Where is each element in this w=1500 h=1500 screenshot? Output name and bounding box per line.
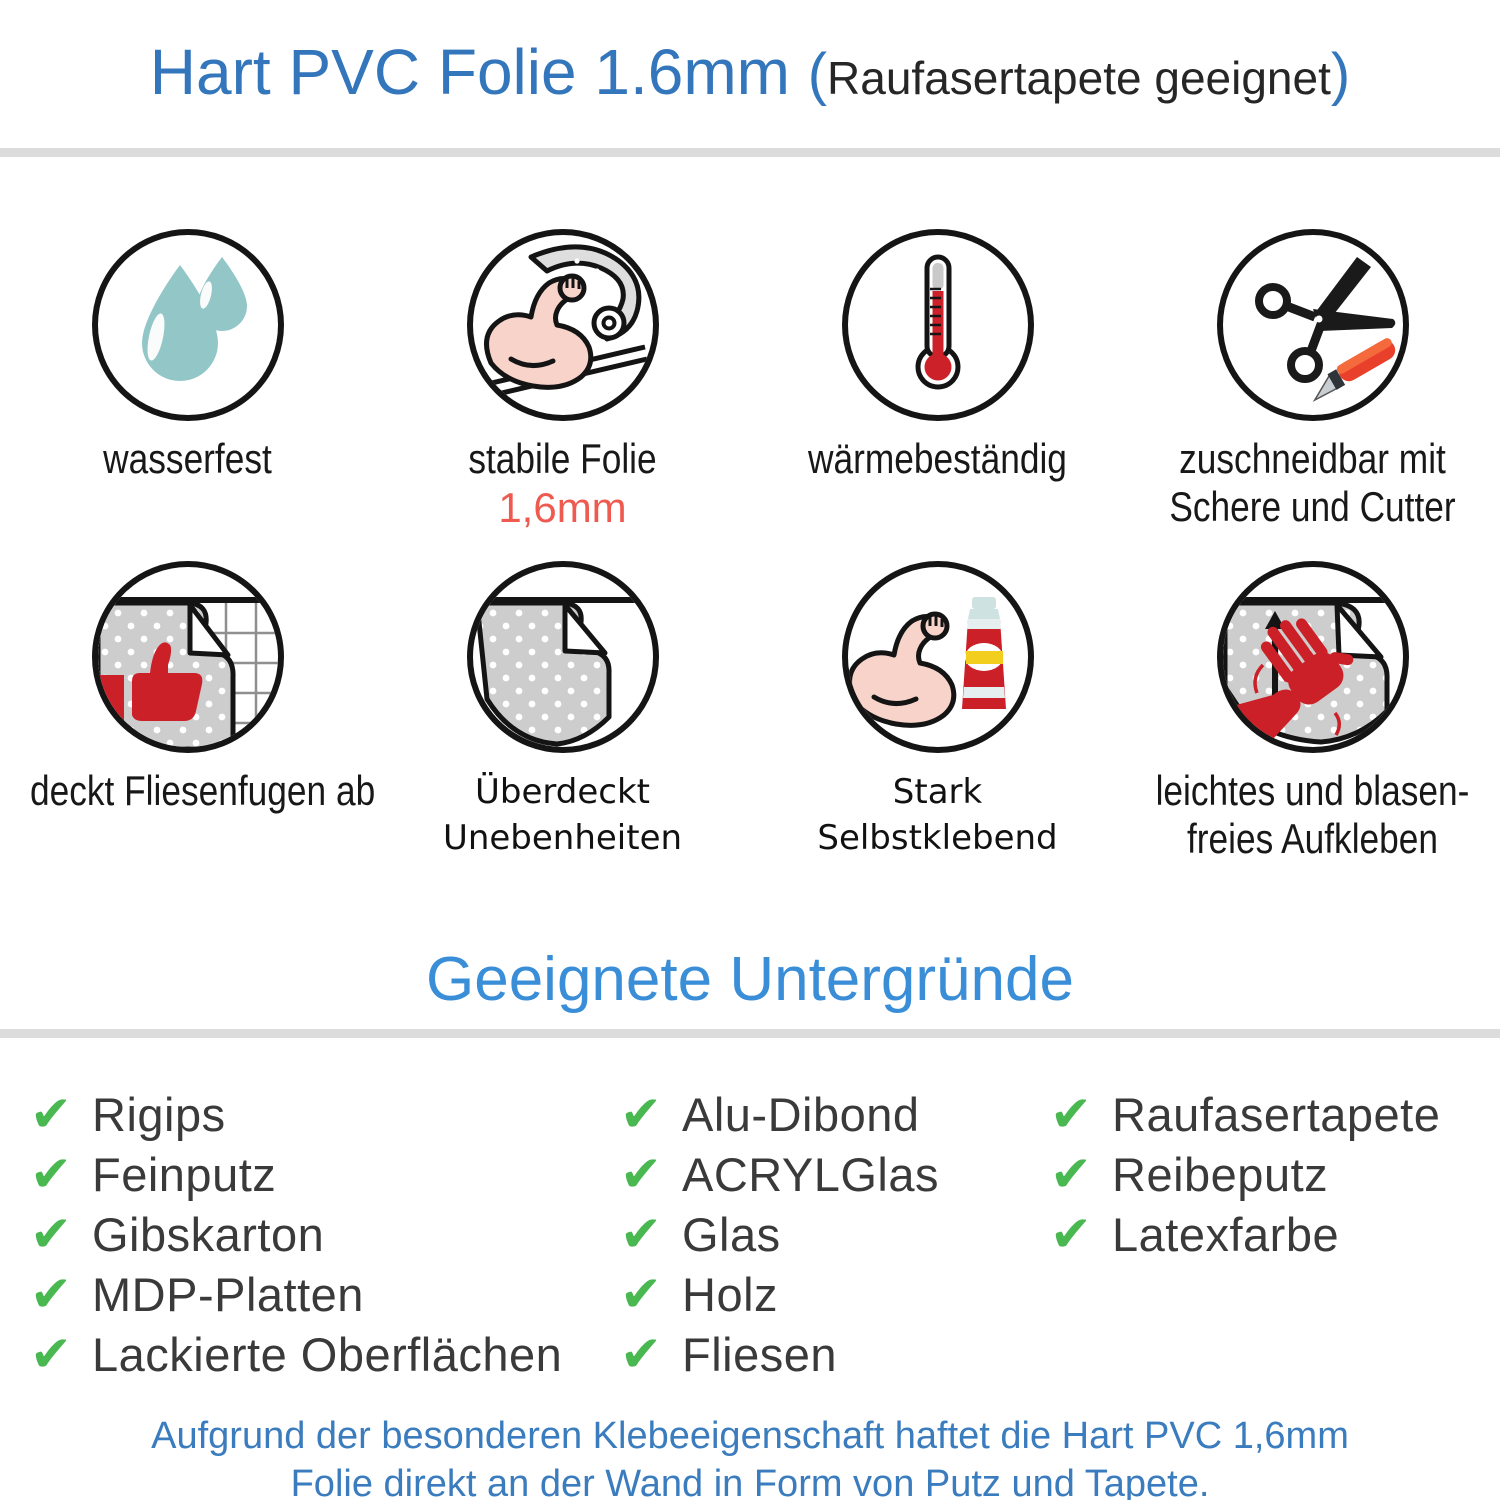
feature-label-line2: Schere und Cutter <box>1169 483 1456 530</box>
thermometer-icon <box>841 229 1034 421</box>
surface-label: Feinputz <box>92 1147 277 1201</box>
check-icon: ✔ <box>620 1265 662 1323</box>
surfaces-list: ✔ Rigips ✔ Feinputz ✔ Gibskarton ✔ MDP-Platt… <box>0 1038 1500 1384</box>
check-icon: ✔ <box>30 1325 72 1383</box>
scissors-cutter-icon <box>1216 229 1409 421</box>
muscle-glue-tube-icon <box>841 561 1034 753</box>
surface-item: ✔ Holz <box>620 1264 1050 1324</box>
feature-stabile-folie: stabile Folie 1,6mm <box>375 229 750 561</box>
feature-label: stabile Folie <box>468 435 657 482</box>
check-icon: ✔ <box>30 1145 72 1203</box>
surface-item: ✔ ACRYLGlas <box>620 1144 1050 1204</box>
feature-label-line2: Selbstklebend <box>817 818 1058 858</box>
thumbs-up-tiles-icon <box>91 561 284 753</box>
surface-item: ✔ Rigips <box>30 1084 620 1144</box>
surfaces-column-3: ✔ Raufasertapete ✔ Reibeputz ✔ Latexfarbe <box>1050 1084 1500 1384</box>
surface-item: ✔ Gibskarton <box>30 1204 620 1264</box>
feature-label-line1: leichtes und blasen- <box>1155 767 1470 814</box>
title-paren-close: ) <box>1330 42 1351 107</box>
feature-label-line2: Unebenheiten <box>442 818 683 858</box>
surfaces-column-1: ✔ Rigips ✔ Feinputz ✔ Gibskarton ✔ MDP-Platt… <box>30 1084 620 1384</box>
thickness-value: 1,6mm <box>498 484 627 531</box>
footer-line-1: Aufgrund der besonderen Klebeeigenschaft… <box>151 1415 1349 1457</box>
surface-item: ✔ MDP-Platten <box>30 1264 620 1324</box>
surface-label: Glas <box>682 1207 781 1261</box>
divider-middle <box>0 1029 1500 1038</box>
feature-unebenheiten: Überdeckt Unebenheiten <box>375 561 750 863</box>
title-paren-open: ( <box>807 42 828 107</box>
feature-label-line2: freies Aufkleben <box>1186 815 1439 862</box>
foil-fold-icon <box>466 561 659 753</box>
surface-item: ✔ Feinputz <box>30 1144 620 1204</box>
title-main: Hart PVC Folie 1.6mm <box>149 36 808 108</box>
check-icon: ✔ <box>1050 1085 1092 1143</box>
check-icon: ✔ <box>620 1205 662 1263</box>
feature-waermebestaendig: wärmebeständig <box>750 229 1125 561</box>
surface-item: ✔ Fliesen <box>620 1324 1050 1384</box>
surfaces-column-2: ✔ Alu-Dibond ✔ ACRYLGlas ✔ Glas ✔ Holz ✔ Flie… <box>620 1084 1050 1384</box>
check-icon: ✔ <box>30 1205 72 1263</box>
check-icon: ✔ <box>30 1265 72 1323</box>
surface-item: ✔ Reibeputz <box>1050 1144 1500 1204</box>
surface-item: ✔ Raufasertapete <box>1050 1084 1500 1144</box>
surface-label: Reibeputz <box>1112 1147 1329 1201</box>
feature-zuschneidbar: zuschneidbar mit Schere und Cutter <box>1125 229 1500 561</box>
check-icon: ✔ <box>620 1085 662 1143</box>
surface-label: MDP-Platten <box>92 1267 364 1321</box>
surface-label: Raufasertapete <box>1112 1087 1441 1141</box>
surfaces-heading: Geeignete Untergründe <box>425 945 1074 1014</box>
feature-fliesenfugen: deckt Fliesenfugen ab <box>0 561 375 863</box>
feature-label-line1: Stark <box>892 772 983 812</box>
header: Hart PVC Folie 1.6mm (Raufasertapete gee… <box>0 0 1500 148</box>
feature-label: wasserfest <box>103 435 272 482</box>
surface-label: ACRYLGlas <box>682 1147 940 1201</box>
footer-line-2: Folie direkt an der Wand in Form von Put… <box>290 1463 1210 1500</box>
feature-label: wärmebeständig <box>808 435 1067 482</box>
surface-label: Alu-Dibond <box>682 1087 920 1141</box>
muscle-foil-roll-icon <box>466 229 659 421</box>
surface-label: Gibskarton <box>92 1207 325 1261</box>
water-drops-icon <box>91 229 284 421</box>
check-icon: ✔ <box>620 1145 662 1203</box>
feature-label: deckt Fliesenfugen ab <box>30 767 376 814</box>
surface-item: ✔ Latexfarbe <box>1050 1204 1500 1264</box>
surface-label: Lackierte Oberflächen <box>92 1327 563 1381</box>
page-title: Hart PVC Folie 1.6mm (Raufasertapete gee… <box>150 36 1350 108</box>
check-icon: ✔ <box>30 1085 72 1143</box>
surface-label: Holz <box>682 1267 779 1321</box>
feature-selbstklebend: Stark Selbstklebend <box>750 561 1125 863</box>
surface-item: ✔ Alu-Dibond <box>620 1084 1050 1144</box>
surface-label: Latexfarbe <box>1112 1207 1340 1261</box>
check-icon: ✔ <box>1050 1145 1092 1203</box>
surface-label: Fliesen <box>682 1327 838 1381</box>
feature-aufkleben: leichtes und blasen- freies Aufkleben <box>1125 561 1500 863</box>
feature-label-line1: Überdeckt <box>475 772 650 812</box>
title-note: Raufasertapete geeignet <box>827 52 1331 104</box>
check-icon: ✔ <box>1050 1205 1092 1263</box>
feature-row-1: wasserfest <box>0 229 1500 561</box>
surface-label: Rigips <box>92 1087 226 1141</box>
check-icon: ✔ <box>620 1325 662 1383</box>
surface-item: ✔ Lackierte Oberflächen <box>30 1324 620 1384</box>
feature-row-2: deckt Fliesenfugen ab Übe <box>0 561 1500 863</box>
divider-top <box>0 148 1500 157</box>
surface-item: ✔ Glas <box>620 1204 1050 1264</box>
feature-wasserfest: wasserfest <box>0 229 375 561</box>
feature-label-line1: zuschneidbar mit <box>1179 435 1446 482</box>
footer-note: Aufgrund der besonderen Klebeeigenschaft… <box>0 1412 1500 1500</box>
hand-smoothing-foil-icon <box>1216 561 1409 753</box>
